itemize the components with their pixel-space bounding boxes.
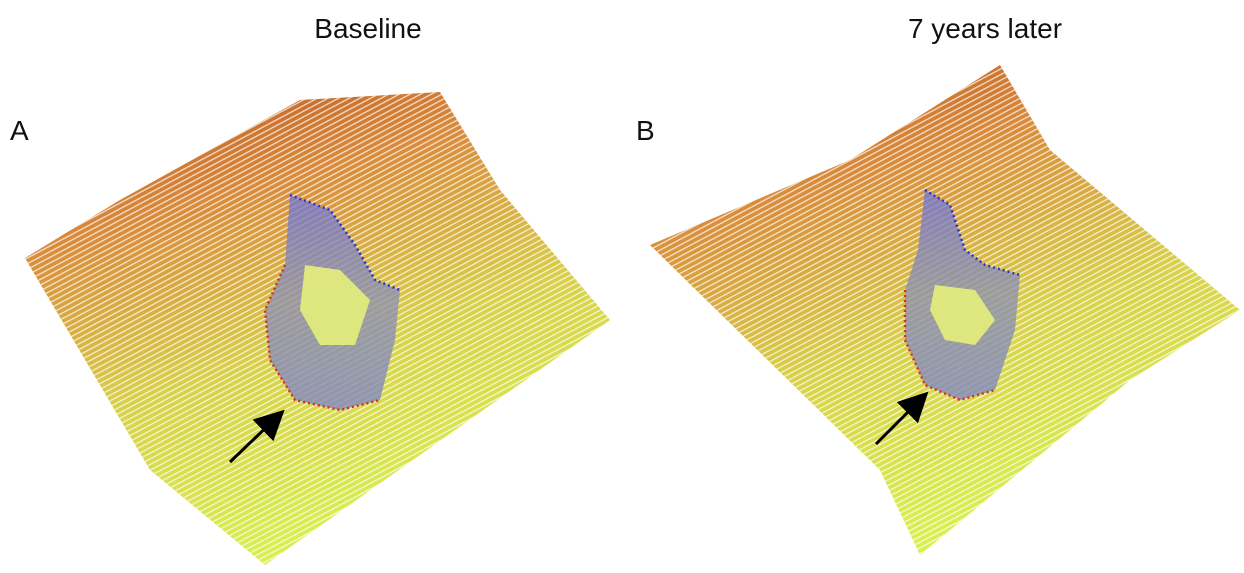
- panel-a: Baseline A: [10, 13, 610, 565]
- figure: Baseline A 7 years later B: [0, 0, 1244, 568]
- panel-label: B: [636, 115, 655, 146]
- panel-b: 7 years later B: [636, 13, 1240, 555]
- panel-title: Baseline: [314, 13, 421, 44]
- page: Baseline A 7 years later B (() => { cons…: [0, 0, 1244, 568]
- panel-label: A: [10, 115, 29, 146]
- panel-title: 7 years later: [908, 13, 1062, 44]
